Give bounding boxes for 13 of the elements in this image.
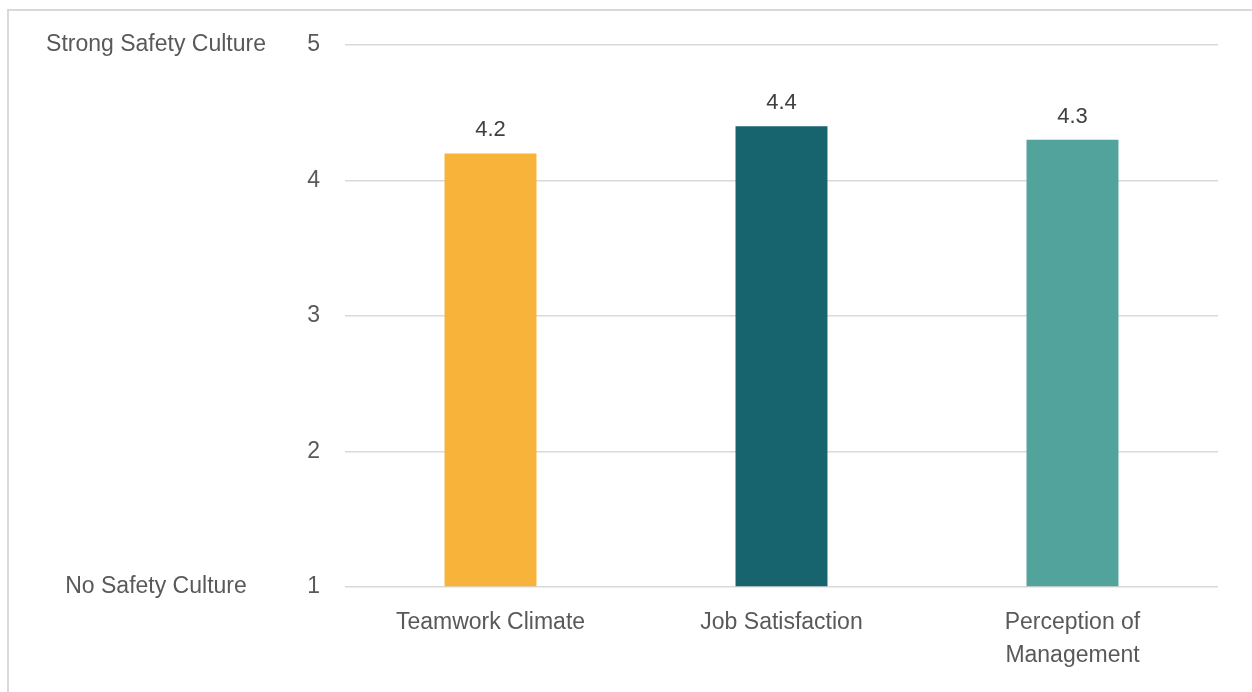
- data-label: 4.3: [1057, 102, 1088, 128]
- y-tick-label: 2: [307, 436, 320, 463]
- x-tick-label: Job Satisfaction: [700, 608, 863, 635]
- text: Strong Safety Culture: [46, 30, 266, 57]
- y-tick-label: 1: [307, 572, 320, 599]
- y-tick-label: 5: [307, 30, 320, 57]
- x-tick-label: Teamwork Climate: [395, 608, 586, 635]
- text: No Safety Culture: [65, 572, 247, 599]
- data-label: 4.4: [766, 89, 797, 115]
- y-tick-label: 4: [307, 165, 321, 192]
- x-tick-label: Perception of Management: [1004, 608, 1141, 668]
- y-tick-label: 3: [307, 301, 320, 328]
- data-label: 4.2: [475, 116, 506, 142]
